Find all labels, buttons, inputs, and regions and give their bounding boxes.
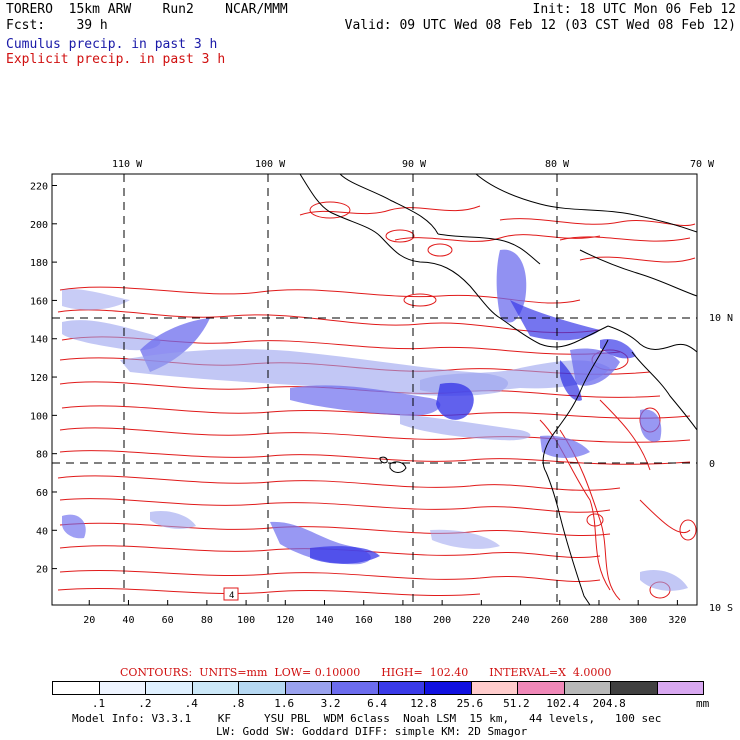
colorbar-swatch	[284, 682, 331, 694]
x-tick-label: 320	[668, 615, 686, 626]
x-tick-label: 280	[590, 615, 608, 626]
x-tick-label: 140	[315, 615, 333, 626]
lat-label-10s: 10 S	[709, 603, 733, 614]
x-axis-ticks: 20 40 60 80 100 120 140 160 180 200 220 240 260 280 30…	[83, 600, 686, 626]
precip-map: 110 W 100 W 90 W 80 W 70 W 10 N 0 10 S	[30, 159, 733, 626]
header-init-time: Init: 18 UTC Mon 06 Feb 12	[532, 2, 737, 17]
header-forecast-hour: Fcst: 39 h	[6, 18, 108, 33]
x-tick-label: 240	[512, 615, 530, 626]
y-tick-label: 40	[36, 526, 48, 537]
colorbar-label: 204.8	[592, 697, 626, 710]
colorbar-swatch	[424, 682, 471, 694]
x-tick-label: 120	[276, 615, 294, 626]
lat-label-0: 0	[709, 459, 715, 470]
x-tick-label: 160	[355, 615, 373, 626]
latlon-grid	[52, 174, 697, 605]
colorbar-swatch	[610, 682, 657, 694]
colorbar-swatch	[53, 682, 99, 694]
map-marker-label: 4	[229, 591, 234, 601]
x-tick-label: 60	[162, 615, 174, 626]
colorbar-swatch	[238, 682, 285, 694]
model-info-line1: Model Info: V3.3.1 KF YSU PBL WDM 6class…	[72, 712, 662, 725]
colorbar-labels: .1 .2 .4 .8 1.6 3.2 6.4 12.8 25.6 51.2 102.4 204.8	[0, 695, 740, 710]
colorbar-label: 12.8	[410, 697, 437, 710]
lon-label-80w: 80 W	[545, 159, 570, 170]
colorbar-swatch	[331, 682, 378, 694]
colorbar-swatch	[563, 682, 610, 694]
colorbar-units: mm	[696, 697, 710, 710]
x-tick-label: 200	[433, 615, 451, 626]
lon-label-110w: 110 W	[112, 159, 143, 170]
colorbar	[52, 681, 704, 695]
y-tick-label: 180	[30, 258, 48, 269]
colorbar-swatch	[656, 682, 703, 694]
y-tick-label: 220	[30, 181, 48, 192]
x-tick-label: 300	[629, 615, 647, 626]
colorbar-label: 1.6	[274, 697, 295, 710]
y-axis-ticks: 220 200 180 160 140 120 100 80 60 40 20	[30, 181, 57, 576]
header-model-title: TORERO 15km ARW Run2 NCAR/MMM	[6, 2, 288, 17]
x-tick-label: 180	[394, 615, 412, 626]
colorbar-label: .4	[184, 697, 198, 710]
cumulus-precip-shading	[62, 249, 688, 591]
colorbar-swatch	[377, 682, 424, 694]
x-tick-label: 100	[237, 615, 255, 626]
x-tick-label: 220	[472, 615, 490, 626]
lat-label-10n: 10 N	[709, 313, 733, 324]
colorbar-label: 102.4	[546, 697, 580, 710]
x-tick-label: 20	[83, 615, 95, 626]
colorbar-label: 3.2	[320, 697, 341, 710]
model-info-line2: LW: Godd SW: Goddard DIFF: simple KM: 2D…	[216, 725, 528, 738]
colorbar-swatch	[191, 682, 238, 694]
lon-label-90w: 90 W	[402, 159, 427, 170]
colorbar-label: 6.4	[367, 697, 387, 710]
colorbar-swatch	[145, 682, 192, 694]
contours-info: CONTOURS: UNITS=mm LOW= 0.10000 HIGH= 10…	[120, 666, 612, 679]
y-tick-label: 60	[36, 488, 48, 499]
legend-explicit: Explicit precip. in past 3 h	[6, 52, 226, 67]
y-tick-label: 160	[30, 296, 48, 307]
y-tick-label: 120	[30, 373, 48, 384]
coastlines	[299, 174, 697, 605]
lon-label-70w: 70 W	[690, 159, 715, 170]
colorbar-label: .8	[231, 697, 245, 710]
colorbar-label: 51.2	[503, 697, 530, 710]
colorbar-swatch	[98, 682, 145, 694]
map-marker-box	[223, 587, 239, 601]
colorbar-label: .2	[138, 697, 152, 710]
y-tick-label: 200	[30, 220, 48, 231]
explicit-precip-contours	[57, 201, 697, 601]
header-valid-time: Valid: 09 UTC Wed 08 Feb 12 (03 CST Wed …	[344, 18, 736, 33]
x-tick-label: 260	[551, 615, 569, 626]
x-tick-label: 40	[122, 615, 134, 626]
y-tick-label: 100	[30, 411, 48, 422]
colorbar-swatch	[470, 682, 517, 694]
x-tick-label: 80	[201, 615, 213, 626]
lon-label-100w: 100 W	[255, 159, 286, 170]
y-tick-label: 20	[36, 565, 48, 576]
colorbar-label: 25.6	[456, 697, 484, 710]
y-tick-label: 140	[30, 335, 48, 346]
colorbar-label: .1	[91, 697, 106, 710]
map-frame	[51, 173, 698, 606]
colorbar-swatch	[517, 682, 564, 694]
y-tick-label: 80	[36, 450, 48, 461]
legend-cumulus: Cumulus precip. in past 3 h	[6, 37, 218, 52]
